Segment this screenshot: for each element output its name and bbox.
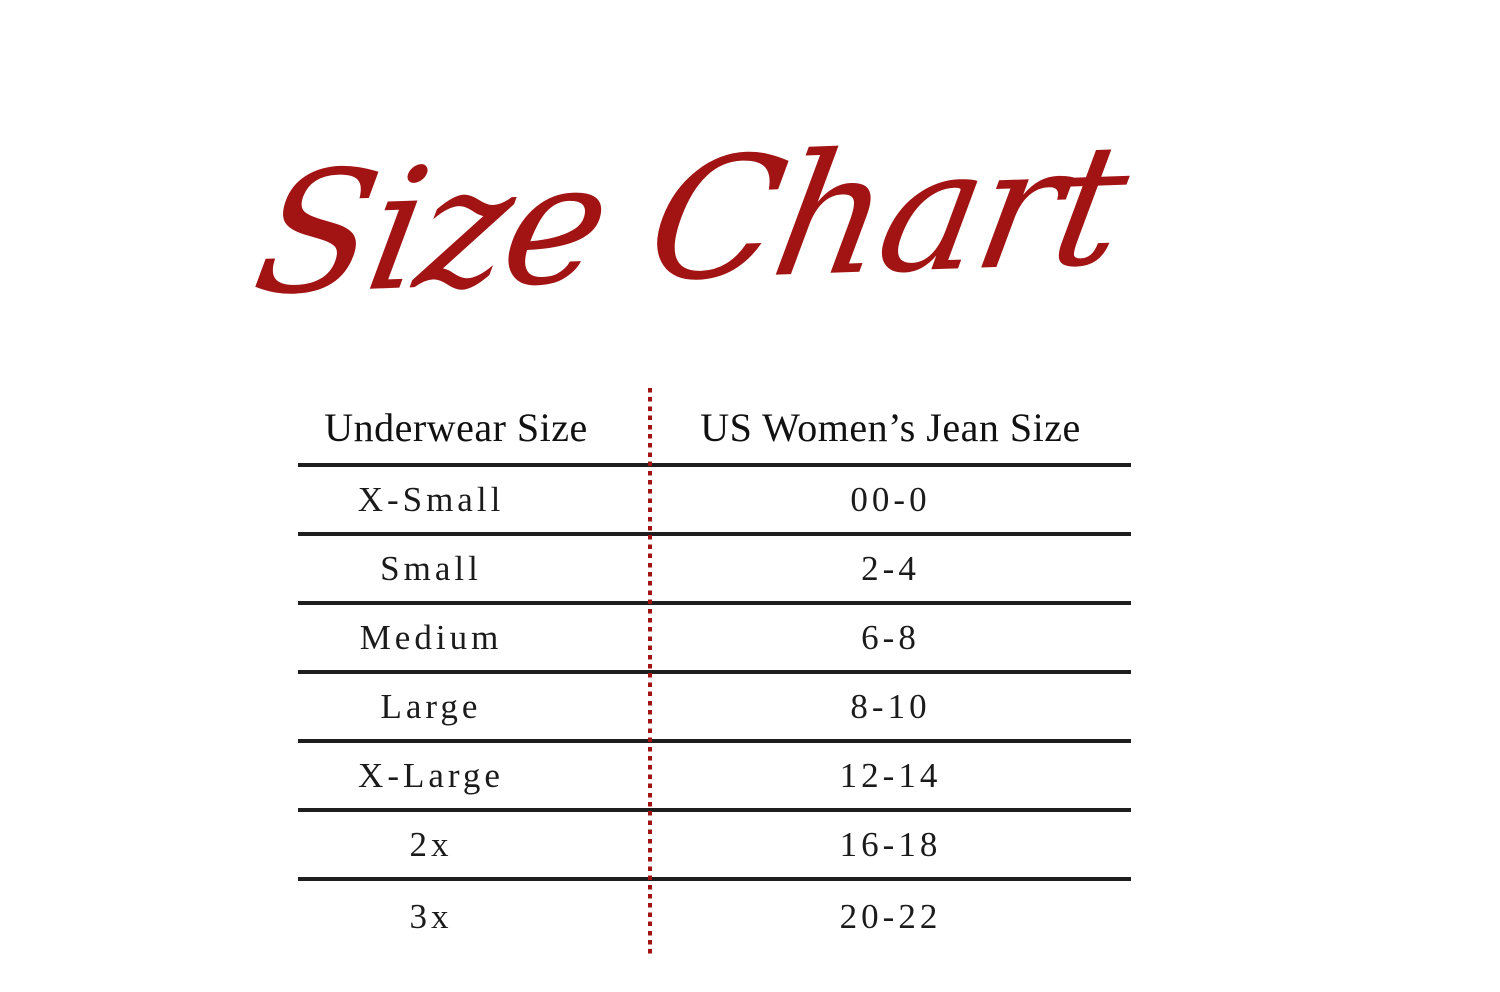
cell-underwear-size: Small bbox=[380, 548, 482, 588]
cell-jean-size: 20-22 bbox=[839, 896, 942, 936]
table-row: Medium 6-8 bbox=[298, 605, 1131, 674]
cell-underwear-size: X-Small bbox=[357, 479, 505, 519]
cell-underwear-size: X-Large bbox=[358, 755, 504, 795]
table-row: 2x 16-18 bbox=[298, 812, 1131, 881]
cell-jean-size: 00-0 bbox=[850, 479, 931, 519]
table-row: X-Large 12-14 bbox=[298, 743, 1131, 812]
size-table: Underwear Size US Women’s Jean Size X-Sm… bbox=[298, 392, 1131, 952]
cell-underwear-size: Medium bbox=[359, 617, 503, 657]
cell-jean-size: 8-10 bbox=[850, 686, 931, 726]
table-row: Small 2-4 bbox=[298, 536, 1131, 605]
cell-underwear-size: Large bbox=[380, 686, 482, 726]
cell-underwear-size: 3x bbox=[409, 896, 453, 936]
table-row: 3x 20-22 bbox=[298, 881, 1131, 952]
cell-jean-size: 2-4 bbox=[861, 548, 920, 588]
page-title: Size Chart bbox=[242, 107, 1138, 333]
header-cell-jean-size: US Women’s Jean Size bbox=[700, 405, 1081, 450]
table-row: Large 8-10 bbox=[298, 674, 1131, 743]
header-cell-underwear-size: Underwear Size bbox=[324, 405, 588, 450]
table-row: X-Small 00-0 bbox=[298, 467, 1131, 536]
cell-jean-size: 16-18 bbox=[839, 824, 942, 864]
cell-jean-size: 12-14 bbox=[839, 755, 942, 795]
cell-underwear-size: 2x bbox=[409, 824, 453, 864]
column-divider-dotted-line bbox=[648, 388, 652, 957]
cell-jean-size: 6-8 bbox=[861, 617, 920, 657]
table-header-row: Underwear Size US Women’s Jean Size bbox=[298, 392, 1131, 467]
